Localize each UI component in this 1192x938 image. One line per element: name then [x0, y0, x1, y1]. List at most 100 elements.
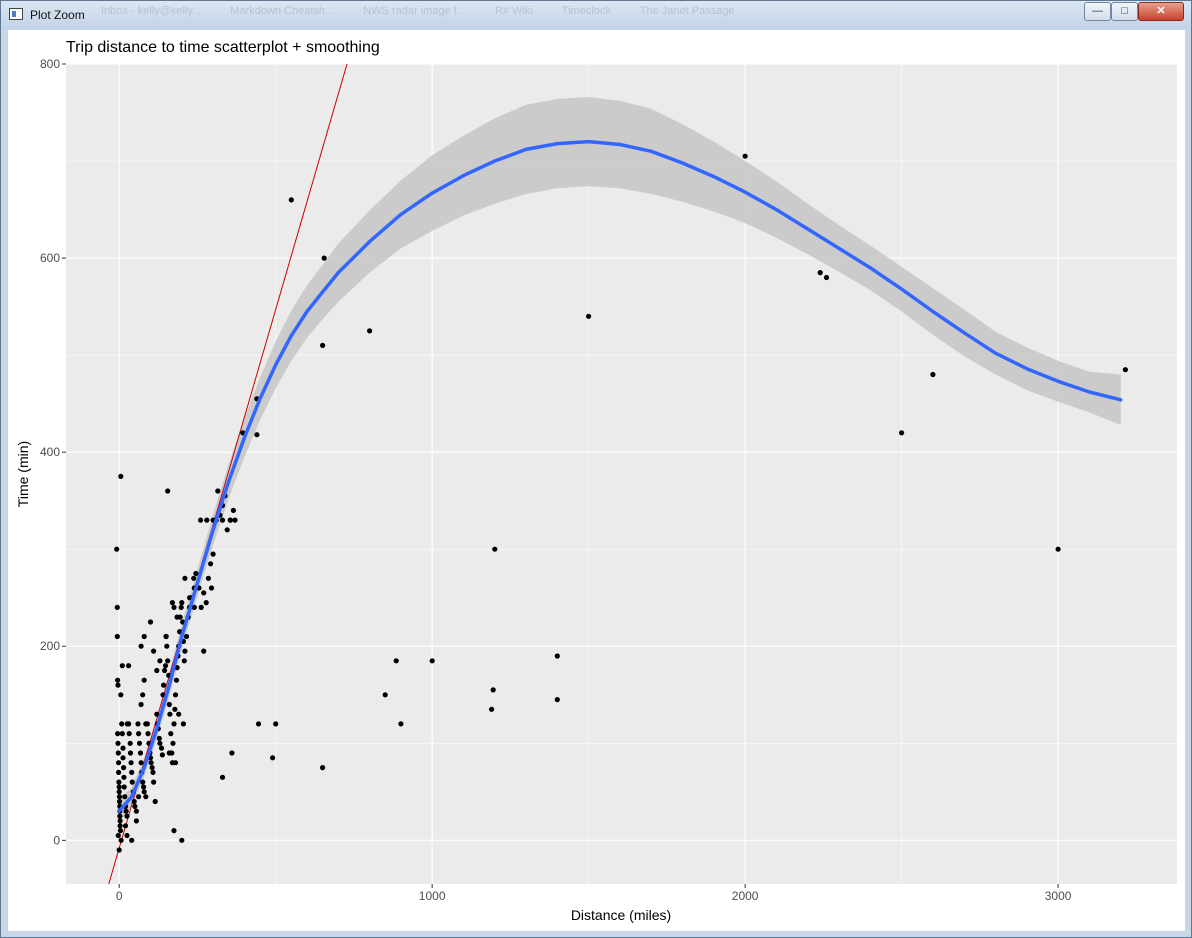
data-point [158, 745, 165, 751]
data-point [492, 546, 498, 552]
data-point [168, 731, 174, 737]
data-point [273, 721, 279, 727]
data-point [255, 721, 262, 727]
chart-title: Trip distance to time scatterplot + smoo… [66, 39, 380, 56]
data-point [117, 813, 123, 819]
data-point [129, 837, 135, 843]
data-point [150, 769, 156, 776]
data-point [114, 633, 120, 640]
data-point [132, 803, 138, 810]
x-tick-label: 1000 [419, 889, 446, 903]
data-point [227, 517, 233, 523]
data-point [115, 740, 121, 746]
data-point [133, 818, 139, 824]
data-point [203, 600, 209, 606]
data-point [174, 614, 180, 620]
data-point [178, 604, 184, 611]
data-point [138, 643, 144, 649]
ghost-tab: Markdown Cheatsh... [230, 5, 335, 17]
data-point [321, 255, 327, 261]
axes: 0 1000 2000 3000 0 200 400 600 800 [40, 57, 1072, 903]
scatter-chart: Trip distance to time scatterplot + smoo… [15, 39, 1177, 923]
data-point [148, 760, 154, 766]
data-point [173, 677, 180, 683]
data-point [230, 507, 236, 513]
data-point [114, 546, 120, 552]
data-point [157, 740, 163, 746]
data-point [115, 682, 121, 688]
data-point [144, 721, 150, 727]
data-point [817, 270, 823, 276]
data-point [129, 769, 135, 776]
data-point [215, 488, 221, 494]
data-point [118, 692, 124, 698]
data-point [115, 750, 121, 756]
data-point [120, 755, 126, 761]
data-point [159, 752, 165, 758]
data-point [126, 721, 132, 727]
data-point [172, 692, 179, 698]
data-point [118, 837, 124, 843]
data-point [899, 430, 905, 436]
data-point [116, 779, 122, 785]
data-point [164, 643, 170, 649]
data-point [138, 701, 144, 708]
data-point [143, 794, 149, 800]
data-point [219, 774, 226, 780]
data-point [147, 619, 154, 625]
data-point [131, 798, 137, 805]
ghost-tab: Inbox - kelly@kelly... [101, 5, 202, 17]
data-point [129, 779, 135, 785]
data-point [121, 765, 127, 771]
background-taskbar-ghost: Inbox - kelly@kelly... Markdown Cheatsh.… [101, 5, 761, 17]
y-axis-label: Time (min) [15, 441, 31, 507]
data-point [201, 590, 207, 596]
x-axis-label: Distance (miles) [571, 907, 671, 923]
data-point [254, 432, 260, 438]
data-point [117, 823, 123, 829]
data-point [163, 633, 169, 640]
data-point [182, 575, 188, 581]
data-point [172, 706, 178, 712]
data-point [157, 658, 163, 664]
confidence-band [119, 97, 1121, 823]
data-point [152, 798, 158, 805]
data-point [133, 808, 139, 814]
app-icon [9, 8, 23, 20]
data-point [145, 731, 151, 737]
data-point [382, 692, 388, 698]
data-point [141, 784, 147, 790]
data-points [114, 153, 1128, 853]
minimize-button[interactable]: — [1084, 2, 1111, 21]
plot-area: Trip distance to time scatterplot + smoo… [8, 30, 1185, 931]
data-point [393, 658, 399, 664]
data-point [137, 750, 144, 756]
y-tick-label: 600 [40, 251, 60, 265]
maximize-button[interactable]: □ [1111, 2, 1138, 21]
smooth-line-path [117, 139, 1123, 813]
data-point [127, 740, 133, 746]
smooth-line [117, 139, 1123, 813]
data-point [320, 765, 326, 771]
data-point [398, 721, 404, 727]
reference-line [108, 63, 348, 885]
title-bar[interactable]: Plot Zoom Inbox - kelly@kelly... Markdow… [1, 1, 1191, 29]
data-point [181, 658, 187, 664]
data-point [121, 784, 127, 790]
y-tick-label: 0 [53, 833, 60, 847]
data-point [166, 701, 172, 708]
data-point [165, 488, 171, 494]
close-button[interactable]: ✕ [1138, 2, 1184, 21]
data-point [124, 813, 130, 819]
data-point [205, 575, 211, 581]
data-point [1122, 367, 1128, 373]
data-point [119, 721, 125, 727]
data-point [136, 731, 142, 737]
data-point [120, 745, 126, 751]
data-point [115, 832, 121, 839]
data-point [116, 847, 122, 853]
data-point [183, 633, 190, 640]
y-tick-label: 400 [40, 445, 60, 459]
data-point [122, 794, 128, 800]
data-point [288, 197, 294, 203]
